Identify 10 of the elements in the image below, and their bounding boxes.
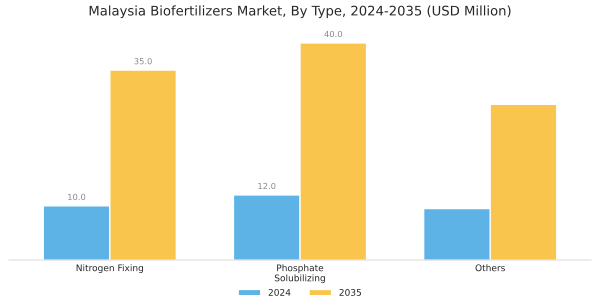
legend-label: 2035	[339, 288, 362, 296]
data-label: 40.0	[324, 30, 342, 38]
x-tick-label: Phosphate Solubilizing	[274, 264, 325, 284]
data-label: 35.0	[134, 58, 152, 64]
data-label: 12.0	[258, 182, 276, 190]
chart-title: Malaysia Biofertilizers Market, By Type, 2024-2035 (USD Million)	[90, 5, 511, 18]
data-label: 10.0	[68, 194, 86, 200]
x-tick-label: Nitrogen Fixing	[76, 264, 144, 274]
legend-label: 2024	[268, 288, 290, 296]
x-tick-label: Others	[476, 264, 505, 272]
